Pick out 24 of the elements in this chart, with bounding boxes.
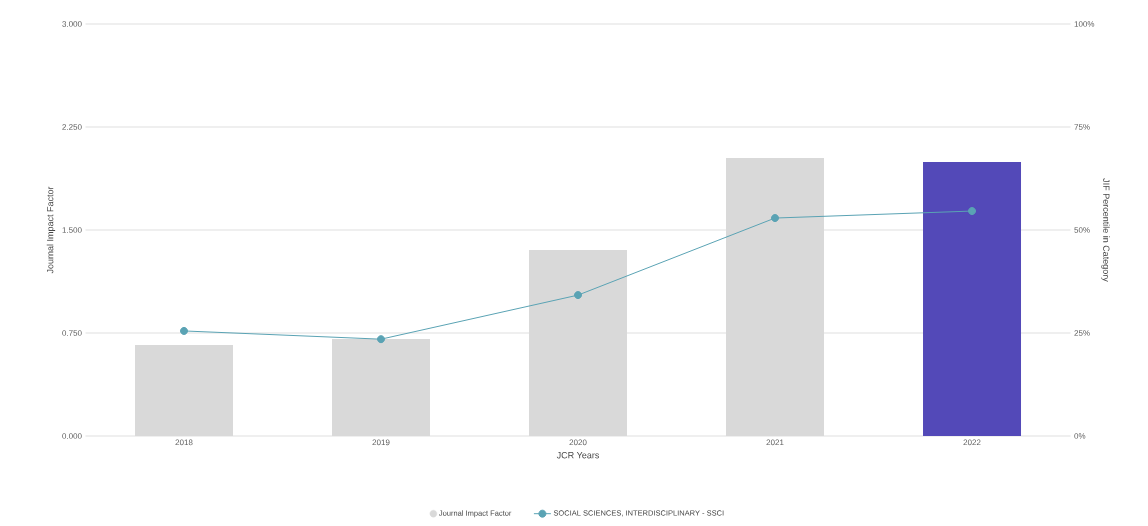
x-tick-label: 2019: [372, 439, 390, 446]
y2-tick-label: 75%: [1074, 124, 1090, 130]
y-tick-label: 0.000: [62, 433, 82, 439]
y2-tick-label: 50%: [1074, 227, 1090, 233]
x-tick-label: 2022: [963, 439, 981, 446]
point: [968, 207, 977, 216]
y-tick-label: 1.500: [62, 227, 82, 233]
y2-tick-label: 25%: [1074, 330, 1090, 336]
x-tick-label: 2018: [175, 439, 193, 446]
y-axis-title: Journal Impact Factor: [46, 186, 56, 274]
x-tick-label: 2021: [766, 439, 784, 446]
y-tick-label: 3.000: [62, 21, 82, 27]
y2-axis-title: JIF Percentile in Category: [1101, 178, 1110, 282]
point: [771, 214, 780, 223]
y2-tick-label: 0%: [1074, 433, 1086, 439]
point: [180, 326, 188, 335]
y-tick-label: 2.250: [62, 124, 82, 130]
x-axis-title: JCR Years: [556, 452, 600, 459]
x-tick-label: 2020: [569, 439, 587, 446]
y-tick-label: 0.750: [62, 330, 82, 336]
point: [377, 335, 385, 344]
point: [574, 291, 583, 300]
y2-tick-label: 100%: [1074, 21, 1095, 27]
bar: [923, 161, 1022, 436]
